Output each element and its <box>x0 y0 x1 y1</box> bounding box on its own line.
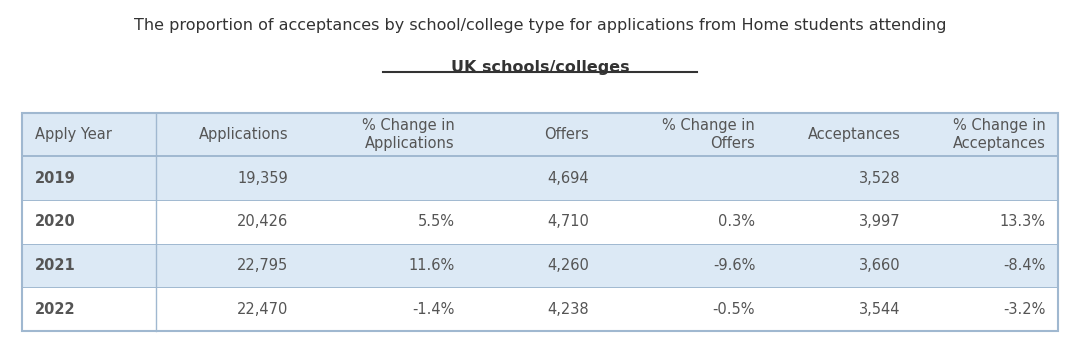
Text: -8.4%: -8.4% <box>1003 258 1045 273</box>
Text: 4,710: 4,710 <box>548 214 590 229</box>
Text: -3.2%: -3.2% <box>1003 302 1045 316</box>
Text: 4,238: 4,238 <box>548 302 590 316</box>
Text: 0.3%: 0.3% <box>718 214 755 229</box>
Text: 11.6%: 11.6% <box>408 258 455 273</box>
Text: 3,528: 3,528 <box>859 171 901 186</box>
Text: 13.3%: 13.3% <box>999 214 1045 229</box>
Text: 3,544: 3,544 <box>859 302 901 316</box>
Text: % Change in
Offers: % Change in Offers <box>662 118 755 151</box>
Text: 19,359: 19,359 <box>238 171 288 186</box>
Text: -0.5%: -0.5% <box>713 302 755 316</box>
Text: UK schools/colleges: UK schools/colleges <box>450 60 630 75</box>
Text: Applications: Applications <box>199 127 288 142</box>
Text: % Change in
Acceptances: % Change in Acceptances <box>953 118 1045 151</box>
Text: 22,795: 22,795 <box>238 258 288 273</box>
Text: % Change in
Applications: % Change in Applications <box>362 118 455 151</box>
Text: 2019: 2019 <box>35 171 76 186</box>
Text: 4,694: 4,694 <box>548 171 590 186</box>
Text: -1.4%: -1.4% <box>413 302 455 316</box>
Text: Apply Year: Apply Year <box>35 127 111 142</box>
Text: Acceptances: Acceptances <box>808 127 901 142</box>
Text: 2021: 2021 <box>35 258 76 273</box>
Text: 20,426: 20,426 <box>238 214 288 229</box>
Text: The proportion of acceptances by school/college type for applications from Home : The proportion of acceptances by school/… <box>134 18 946 33</box>
Text: 3,660: 3,660 <box>859 258 901 273</box>
Text: 22,470: 22,470 <box>238 302 288 316</box>
Text: 2020: 2020 <box>35 214 76 229</box>
Text: -9.6%: -9.6% <box>713 258 755 273</box>
Text: 4,260: 4,260 <box>548 258 590 273</box>
Text: 3,997: 3,997 <box>859 214 901 229</box>
Text: Offers: Offers <box>544 127 590 142</box>
Text: 5.5%: 5.5% <box>418 214 455 229</box>
Text: 2022: 2022 <box>35 302 76 316</box>
